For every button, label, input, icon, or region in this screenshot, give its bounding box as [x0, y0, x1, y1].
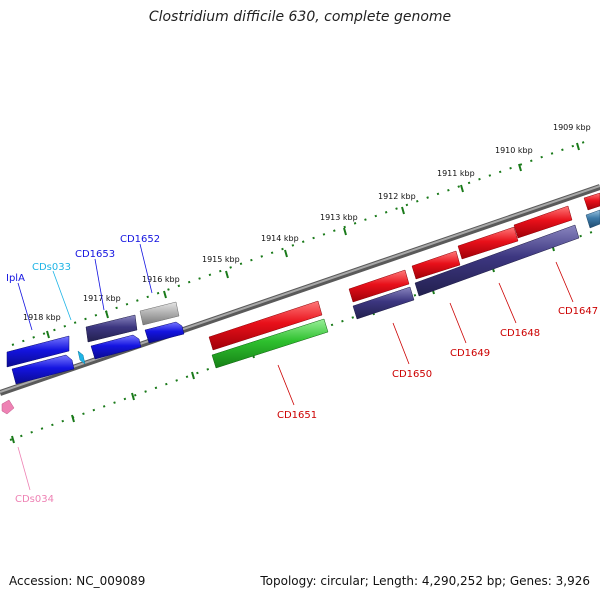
kbp-label: 1912 kbp [378, 192, 416, 201]
gene-arrow[interactable] [411, 250, 461, 280]
gene-label-group[interactable]: IplA [6, 273, 33, 331]
gene-label-group[interactable]: CD1651 [277, 364, 317, 421]
gene-label[interactable]: CD1652 [120, 234, 160, 245]
gene-arrow[interactable] [139, 301, 180, 326]
genome-backbone [0, 184, 600, 396]
kbp-label: 1916 kbp [142, 275, 180, 284]
gene-label[interactable]: IplA [6, 273, 25, 284]
gene-arrow[interactable] [414, 224, 580, 297]
reverse-strand [1, 209, 600, 415]
gene-label[interactable]: CD1648 [500, 328, 540, 339]
gene-label-group[interactable]: CD1652 [120, 234, 160, 294]
gene-label-group[interactable]: CD1650 [392, 322, 432, 380]
upper-major-ticks [46, 142, 580, 339]
gene-label-group[interactable]: CD1647 [555, 261, 598, 317]
gene-label[interactable]: CD1649 [450, 348, 490, 359]
kbp-label: 1911 kbp [437, 169, 475, 178]
genome-stats-text: Topology: circular; Length: 4,290,252 bp… [260, 574, 590, 588]
forward-strand [6, 192, 600, 368]
gene-arrow[interactable] [6, 335, 70, 368]
accession-text: Accession: NC_009089 [9, 574, 146, 588]
gene-arrow[interactable] [144, 321, 185, 344]
gene-arrow[interactable] [352, 286, 415, 320]
gene-arrow[interactable] [1, 399, 15, 415]
gene-labels: IplA CDs033 CD1653 CD1652 CD1651 CD1650 [6, 234, 598, 505]
gene-arrow[interactable] [457, 226, 519, 260]
gene-arrow[interactable] [85, 314, 138, 343]
gene-label-group[interactable]: CDs033 [32, 262, 72, 321]
kbp-label: 1913 kbp [320, 213, 358, 222]
gene-arrow[interactable] [348, 269, 410, 303]
gene-arrow[interactable] [583, 192, 600, 211]
kbp-label: 1914 kbp [261, 234, 299, 243]
gene-arrow[interactable] [211, 318, 329, 369]
gene-label[interactable]: CD1651 [277, 410, 317, 421]
gene-label-group[interactable]: CD1649 [449, 302, 490, 359]
gene-arrow[interactable] [208, 300, 323, 351]
kbp-label: 1910 kbp [495, 146, 533, 155]
gene-label[interactable]: CDs033 [32, 262, 71, 273]
kbp-label: 1915 kbp [202, 255, 240, 264]
gene-label[interactable]: CD1647 [558, 306, 598, 317]
gene-arrow[interactable] [513, 205, 573, 239]
gene-label[interactable]: CD1650 [392, 369, 432, 380]
upper-scale-track: 1909 kbp 1910 kbp 1911 kbp 1912 kbp 1913… [11, 123, 591, 346]
gene-label-group[interactable]: CD1653 [75, 249, 115, 311]
gene-label[interactable]: CD1653 [75, 249, 115, 260]
gene-label-group[interactable]: CDs034 [15, 446, 54, 505]
gene-arrow[interactable] [11, 354, 75, 385]
kbp-label: 1909 kbp [553, 123, 591, 132]
gene-arrow[interactable] [585, 209, 600, 229]
gene-label-group[interactable]: CD1648 [498, 282, 540, 339]
page-title: Clostridium difficile 630, complete geno… [148, 9, 452, 25]
gene-arrow[interactable] [77, 350, 86, 365]
gene-arrow[interactable] [90, 334, 142, 360]
gene-label[interactable]: CDs034 [15, 494, 54, 505]
kbp-label: 1918 kbp [23, 313, 61, 322]
